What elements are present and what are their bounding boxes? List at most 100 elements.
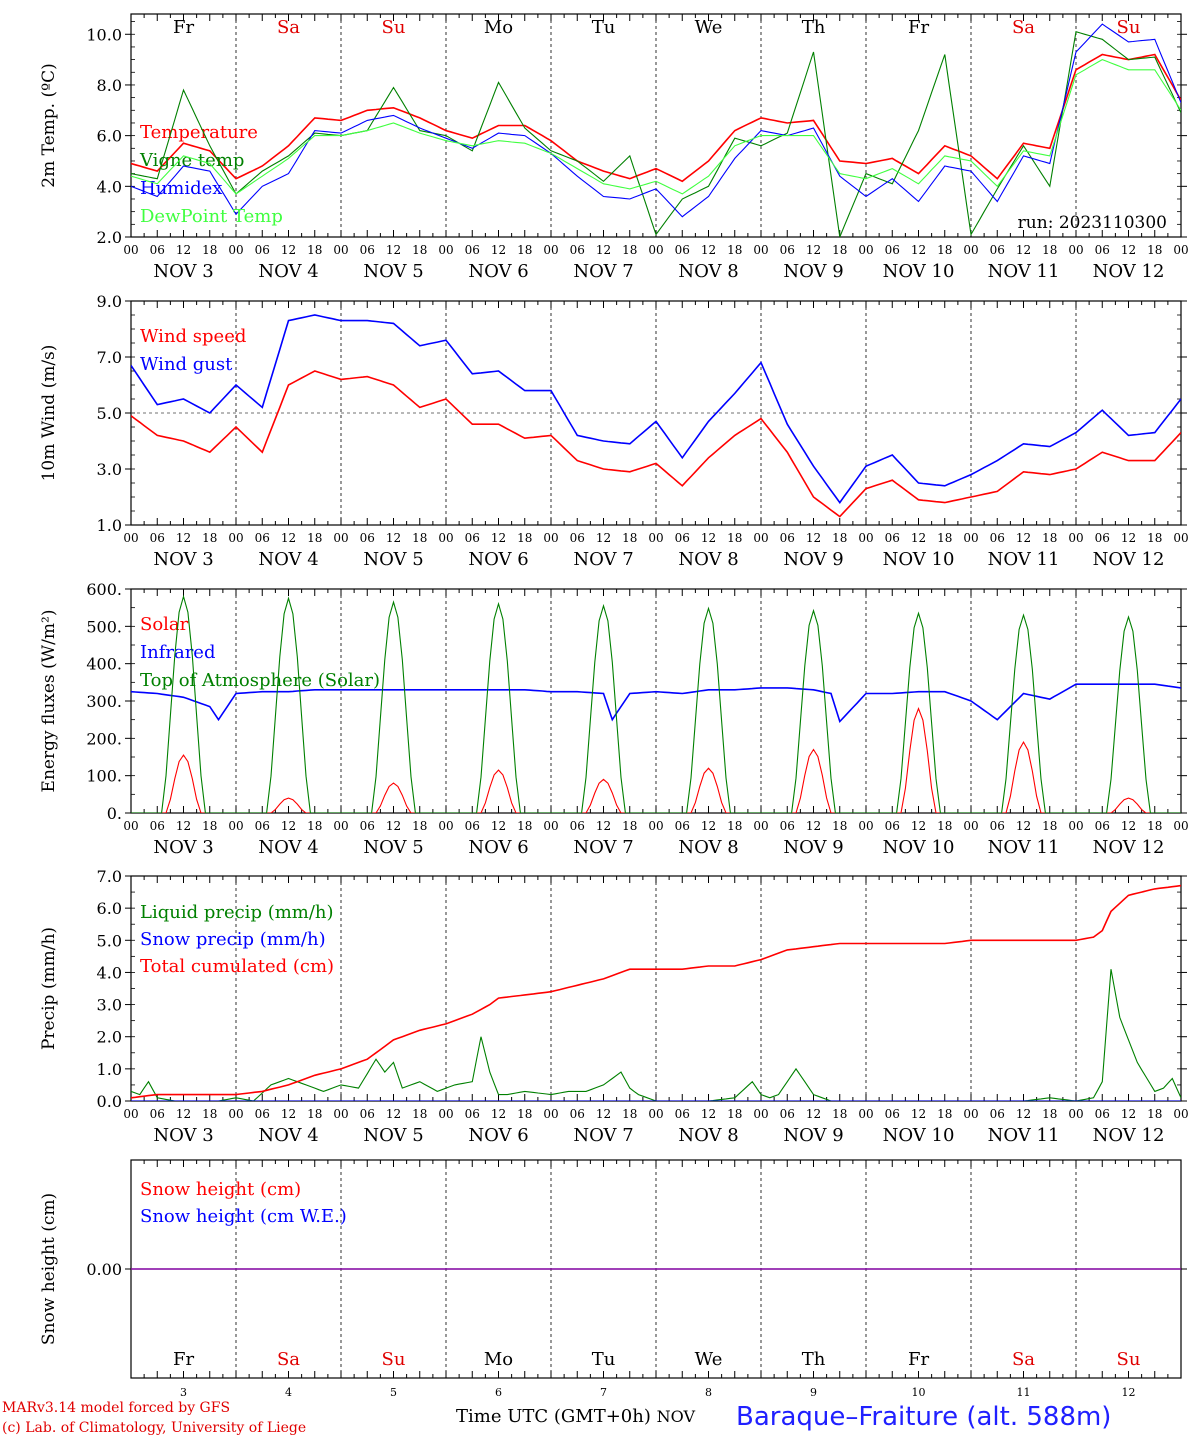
hour-tick-label: 06 [1095, 819, 1110, 833]
hour-tick-label: 12 [806, 243, 821, 257]
date-label: NOV 5 [363, 549, 423, 570]
y-tick-label: 6.0 [97, 899, 122, 918]
hour-tick-label: 18 [202, 819, 217, 833]
hour-tick-label: 18 [1042, 243, 1057, 257]
date-label: NOV 11 [988, 1125, 1060, 1146]
hour-tick-label: 00 [858, 1107, 873, 1121]
hour-tick-label: 06 [255, 243, 270, 257]
hour-tick-label: 06 [885, 243, 900, 257]
hour-tick-label: 12 [491, 243, 506, 257]
date-label: NOV 12 [1093, 549, 1165, 570]
hour-tick-label: 06 [465, 531, 480, 545]
hour-tick-label: 06 [360, 531, 375, 545]
hour-tick-label: 18 [727, 819, 742, 833]
hour-tick-label: 06 [570, 1107, 585, 1121]
hour-tick-label: 06 [150, 531, 165, 545]
panel-frame [130, 13, 1182, 238]
y-tick-label: 2.0 [97, 228, 122, 247]
y-tick-label: 2.0 [97, 1028, 122, 1047]
weekday-label: Fr [173, 17, 194, 38]
legend-entry: Snow height (cm W.E.) [140, 1206, 347, 1227]
hour-tick-label: 18 [517, 1107, 532, 1121]
date-label: NOV 8 [678, 837, 738, 858]
legend-entry: Snow height (cm) [140, 1179, 301, 1200]
hour-tick-label: 00 [963, 531, 978, 545]
series-line-infrared [131, 683, 1181, 724]
hour-tick-label: 18 [622, 1107, 637, 1121]
date-label: NOV 11 [988, 261, 1060, 282]
hour-tick-label: 12 [806, 531, 821, 545]
hour-tick-label: 06 [990, 1107, 1005, 1121]
hour-tick-label: 12 [491, 819, 506, 833]
hour-tick-label: 06 [1095, 531, 1110, 545]
series-line-dewpoint-temp [131, 58, 1181, 195]
weekday-label: Mo [484, 17, 513, 38]
hour-tick-label: 12 [596, 1107, 611, 1121]
date-label: NOV 6 [468, 261, 528, 282]
hour-tick-label: 12 [1016, 1107, 1031, 1121]
hour-tick-label: 12 [701, 531, 716, 545]
y-axis-title: Precip (mm/h) [39, 927, 59, 1050]
date-label: NOV 8 [678, 1125, 738, 1146]
date-label: NOV 5 [363, 1125, 423, 1146]
hour-tick-label: 06 [1095, 243, 1110, 257]
hour-tick-label: 00 [1068, 819, 1083, 833]
hour-tick-label: 00 [123, 243, 138, 257]
hour-tick-label: 00 [858, 531, 873, 545]
hour-tick-label: 18 [937, 1107, 952, 1121]
panel-5: 0.00 Snow height (cm) Fr Sa Su Mo Tu We Th Fr Sa Su… [39, 1159, 1187, 1399]
date-label: NOV 4 [258, 549, 318, 570]
hour-tick-label: 06 [675, 819, 690, 833]
series-line-liquid-precip-mm-h- [131, 969, 1181, 1101]
date-label: NOV 12 [1093, 261, 1165, 282]
date-label: NOV 4 [258, 261, 318, 282]
hour-tick-label: 00 [543, 243, 558, 257]
hour-tick-label: 18 [1147, 819, 1162, 833]
hour-tick-label: 00 [648, 243, 663, 257]
hour-tick-label: 06 [360, 1107, 375, 1121]
weekday-label: Sa [277, 17, 300, 38]
hour-tick-label: 06 [570, 819, 585, 833]
hour-tick-label: 12 [176, 819, 191, 833]
series-line-temperature [131, 53, 1181, 183]
hour-tick-label: 12 [701, 819, 716, 833]
hour-tick-label: 18 [937, 819, 952, 833]
date-label: NOV 11 [988, 837, 1060, 858]
hour-tick-label: 12 [806, 819, 821, 833]
hour-tick-label: 06 [465, 1107, 480, 1121]
y-tick-label: 1.0 [97, 516, 122, 535]
hour-tick-label: 00 [648, 819, 663, 833]
hour-tick-label: 00 [753, 1107, 768, 1121]
hour-tick-label: 12 [1121, 531, 1136, 545]
y-tick-label: 300. [86, 692, 122, 711]
hour-tick-label: 00 [438, 531, 453, 545]
hour-tick-label: 12 [491, 531, 506, 545]
y-tick-label: 0. [107, 804, 122, 823]
hour-tick-label: 00 [1173, 819, 1188, 833]
legend-entry: DewPoint Temp [140, 206, 283, 227]
hour-tick-label: 18 [727, 531, 742, 545]
legend-entry: Humidex [140, 178, 222, 199]
y-axis-title: 10m Wind (m/s) [39, 345, 59, 482]
y-axis-title: Energy fluxes (W/m²) [39, 610, 59, 793]
date-label: NOV 7 [573, 549, 633, 570]
y-tick-label: 7.0 [97, 867, 122, 886]
hour-tick-label: 06 [885, 531, 900, 545]
hour-tick-label: 12 [596, 531, 611, 545]
hour-tick-label: 18 [727, 243, 742, 257]
legend-entry: Total cumulated (cm) [140, 956, 334, 977]
date-label: NOV 6 [468, 1125, 528, 1146]
hour-tick-label: 06 [255, 1107, 270, 1121]
hour-tick-label: 00 [963, 243, 978, 257]
date-label: NOV 10 [883, 1125, 955, 1146]
date-label: NOV 10 [883, 549, 955, 570]
day-number-label: 12 [1122, 1386, 1136, 1399]
weekday-label: Su [382, 17, 406, 38]
hour-tick-label: 00 [1068, 1107, 1083, 1121]
hour-tick-label: 06 [570, 243, 585, 257]
y-tick-label: 500. [86, 617, 122, 636]
y-tick-label: 7.0 [97, 348, 122, 367]
footer-month-label: NOV [656, 1407, 695, 1426]
date-label: NOV 7 [573, 261, 633, 282]
hour-tick-label: 00 [438, 1107, 453, 1121]
